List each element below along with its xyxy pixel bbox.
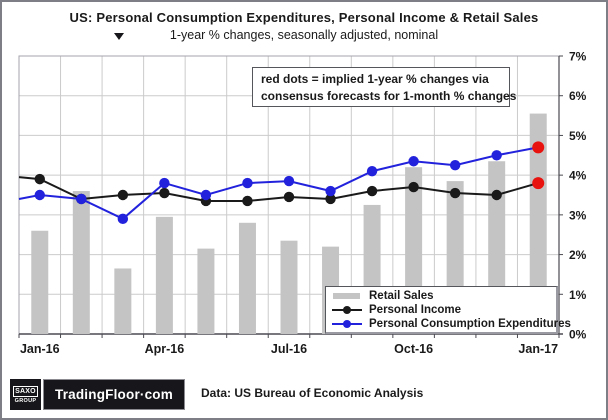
y-axis-label-2%: 2% xyxy=(569,248,587,262)
personal-income-dot-Dec-16 xyxy=(491,189,502,201)
retail-sales-bar-Jan-16 xyxy=(31,230,49,334)
saxo-label: SAXO xyxy=(13,385,38,397)
personal-income-dot-Jun-16 xyxy=(242,195,253,207)
retail-sales-bar-Feb-16 xyxy=(72,191,90,334)
personal-income-dot-Apr-16 xyxy=(159,187,170,199)
legend-item-pce: Personal Consumption Expenditures xyxy=(332,317,571,331)
x-axis-label-Apr-16: Apr-16 xyxy=(145,342,185,356)
forecast-dot-personal-income xyxy=(532,177,545,190)
annotation-line-2: consensus forecasts for 1-month % change… xyxy=(261,89,517,103)
tradingfloor-wordmark: TradingFloor·com xyxy=(43,379,185,410)
y-axis-label-0%: 0% xyxy=(569,328,587,342)
data-source-caption: Data: US Bureau of Economic Analysis xyxy=(201,386,424,400)
legend-item-retail-sales: Retail Sales xyxy=(332,289,556,303)
y-axis-label-4%: 4% xyxy=(569,169,587,183)
personal-consumption-expenditures-dot-Mar-16 xyxy=(117,213,129,225)
x-axis-label-Oct-16: Oct-16 xyxy=(394,342,433,356)
legend-label-retail-sales: Retail Sales xyxy=(369,290,434,302)
personal-consumption-expenditures-dot-Jan-16 xyxy=(34,189,45,201)
personal-consumption-expenditures-dot-Jul-16 xyxy=(283,175,295,187)
retail-sales-bar-May-16 xyxy=(197,248,215,334)
personal-consumption-expenditures-dot-Apr-16 xyxy=(159,177,170,189)
personal-income-dot-Mar-16 xyxy=(117,189,129,201)
legend-item-personal-income: Personal Income xyxy=(332,303,556,317)
retail-sales-bar-Apr-16 xyxy=(155,216,173,334)
legend-label-pce: Personal Consumption Expenditures xyxy=(369,318,571,330)
y-axis-label-5%: 5% xyxy=(569,129,587,143)
saxo-group-badge: SAXO GROUP xyxy=(10,379,41,410)
retail-sales-bar-Jun-16 xyxy=(238,222,256,334)
annotation-line-1: red dots = implied 1-year % changes via xyxy=(261,72,489,86)
personal-income-dot-Sep-16 xyxy=(366,185,378,197)
personal-consumption-expenditures-dot-Sep-16 xyxy=(366,165,378,177)
chart-legend: Retail Sales Personal Income Personal Co… xyxy=(325,286,571,334)
retail-sales-swatch-icon xyxy=(332,290,362,302)
retail-sales-bar-Jan-17 xyxy=(529,113,547,334)
pce-swatch-icon xyxy=(332,318,362,330)
legend-label-personal-income: Personal Income xyxy=(369,304,462,316)
personal-income-dot-Oct-16 xyxy=(408,181,419,193)
forecast-annotation: red dots = implied 1-year % changes via … xyxy=(252,67,517,107)
x-axis-label-Jan-17: Jan-17 xyxy=(518,342,558,356)
y-axis-label-1%: 1% xyxy=(569,288,587,302)
personal-consumption-expenditures-line xyxy=(18,146,539,221)
group-label: GROUP xyxy=(14,397,37,404)
personal-consumption-expenditures-dot-Dec-16 xyxy=(491,150,502,161)
personal-consumption-expenditures-dot-Jun-16 xyxy=(242,177,253,189)
forecast-dot-personal-consumption-expenditures xyxy=(532,141,545,154)
chart-subtitle: 1-year % changes, seasonally adjusted, n… xyxy=(169,28,439,42)
x-axis-label-Jan-16: Jan-16 xyxy=(20,342,60,356)
chart-title: US: Personal Consumption Expenditures, P… xyxy=(69,10,539,25)
personal-income-dot-Aug-16 xyxy=(325,193,336,205)
personal-consumption-expenditures-dot-Nov-16 xyxy=(449,160,461,171)
personal-income-swatch-icon xyxy=(332,304,362,316)
saxo-tradingfloor-logo: SAXO GROUP TradingFloor·com xyxy=(10,379,185,410)
retail-sales-bar-Jul-16 xyxy=(280,240,298,334)
y-axis-label-6%: 6% xyxy=(569,89,587,103)
personal-income-line xyxy=(18,176,539,202)
x-axis-label-Jul-16: Jul-16 xyxy=(271,342,307,356)
personal-consumption-expenditures-dot-Aug-16 xyxy=(325,185,336,197)
personal-income-dot-Jan-16 xyxy=(34,173,45,185)
y-axis-label-3%: 3% xyxy=(569,208,587,222)
personal-consumption-expenditures-dot-Oct-16 xyxy=(408,156,419,167)
personal-income-dot-Jul-16 xyxy=(283,191,295,203)
y-axis-label-7%: 7% xyxy=(569,50,587,64)
personal-income-dot-Nov-16 xyxy=(449,187,461,199)
retail-sales-bar-Mar-16 xyxy=(114,268,132,334)
logo-speech-tail-icon xyxy=(114,33,124,40)
personal-consumption-expenditures-dot-May-16 xyxy=(200,189,212,201)
personal-consumption-expenditures-dot-Feb-16 xyxy=(76,193,87,205)
